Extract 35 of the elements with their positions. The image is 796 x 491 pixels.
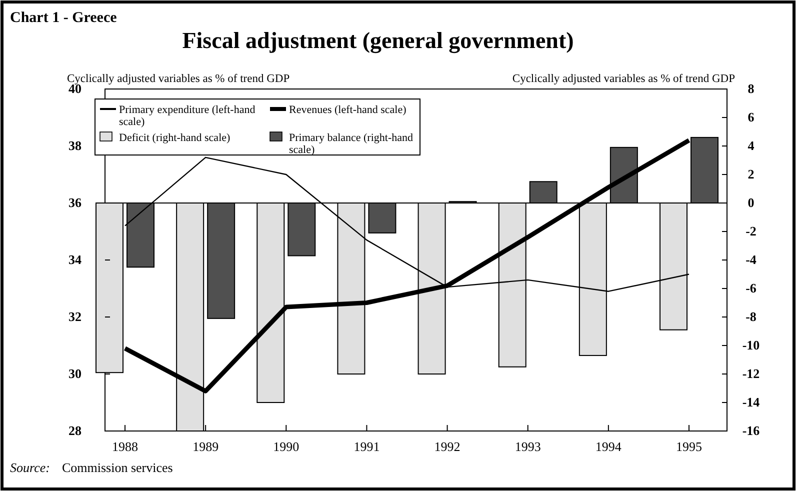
x-tick-label: 1993 [514,439,541,454]
y-tick-label: 36 [68,195,82,210]
y-tick-label: 30 [68,366,82,381]
x-tick-label: 1991 [354,439,380,454]
legend-label: Revenues (left-hand scale) [289,104,407,116]
y2-tick-label: 2 [748,166,754,182]
source-note: Source: Commission services [10,460,173,475]
legend-label: Primary balance (right-hand scale) [289,132,414,156]
y2-tick-label: -16 [742,423,760,438]
y2-tick-label: -2 [746,224,756,238]
chart-subtitle: Chart 1 - Greece [10,10,118,26]
x-tick-label: 1994 [595,439,622,454]
y2-tick-label: -6 [746,280,757,296]
x-tick-label: 1988 [112,439,138,454]
y2-tick-label: 4 [748,138,755,153]
x-tick-label: 1992 [434,439,460,454]
y2-tick-label: 8 [748,81,755,96]
y2-tick-label: -14 [742,394,760,410]
y-tick-label: 34 [68,252,82,267]
y-tick-label: 32 [68,309,82,324]
y-tick-label: 38 [68,138,82,153]
x-tick-label: 1989 [192,439,219,454]
y-tick-label: 28 [68,423,82,438]
y2-tick-label: -8 [746,309,757,324]
x-tick-label: 1990 [273,439,300,454]
legend-label: Deficit (right-hand scale) [119,132,231,144]
y2-tick-label: -12 [742,366,760,381]
y2-tick-label: -10 [742,338,760,352]
y2-axis-title: Cyclically adjusted variables as % of trend GDP [512,73,735,85]
legend-label: Primary expenditure (left-hand scale) [119,104,256,128]
x-tick-label: 1995 [676,439,702,454]
y2-tick-label: -4 [746,252,757,267]
y2-tick-label: 6 [748,110,755,124]
y2-tick-label: 0 [748,195,754,210]
chart-title: Fiscal adjustment (general government) [182,28,574,54]
